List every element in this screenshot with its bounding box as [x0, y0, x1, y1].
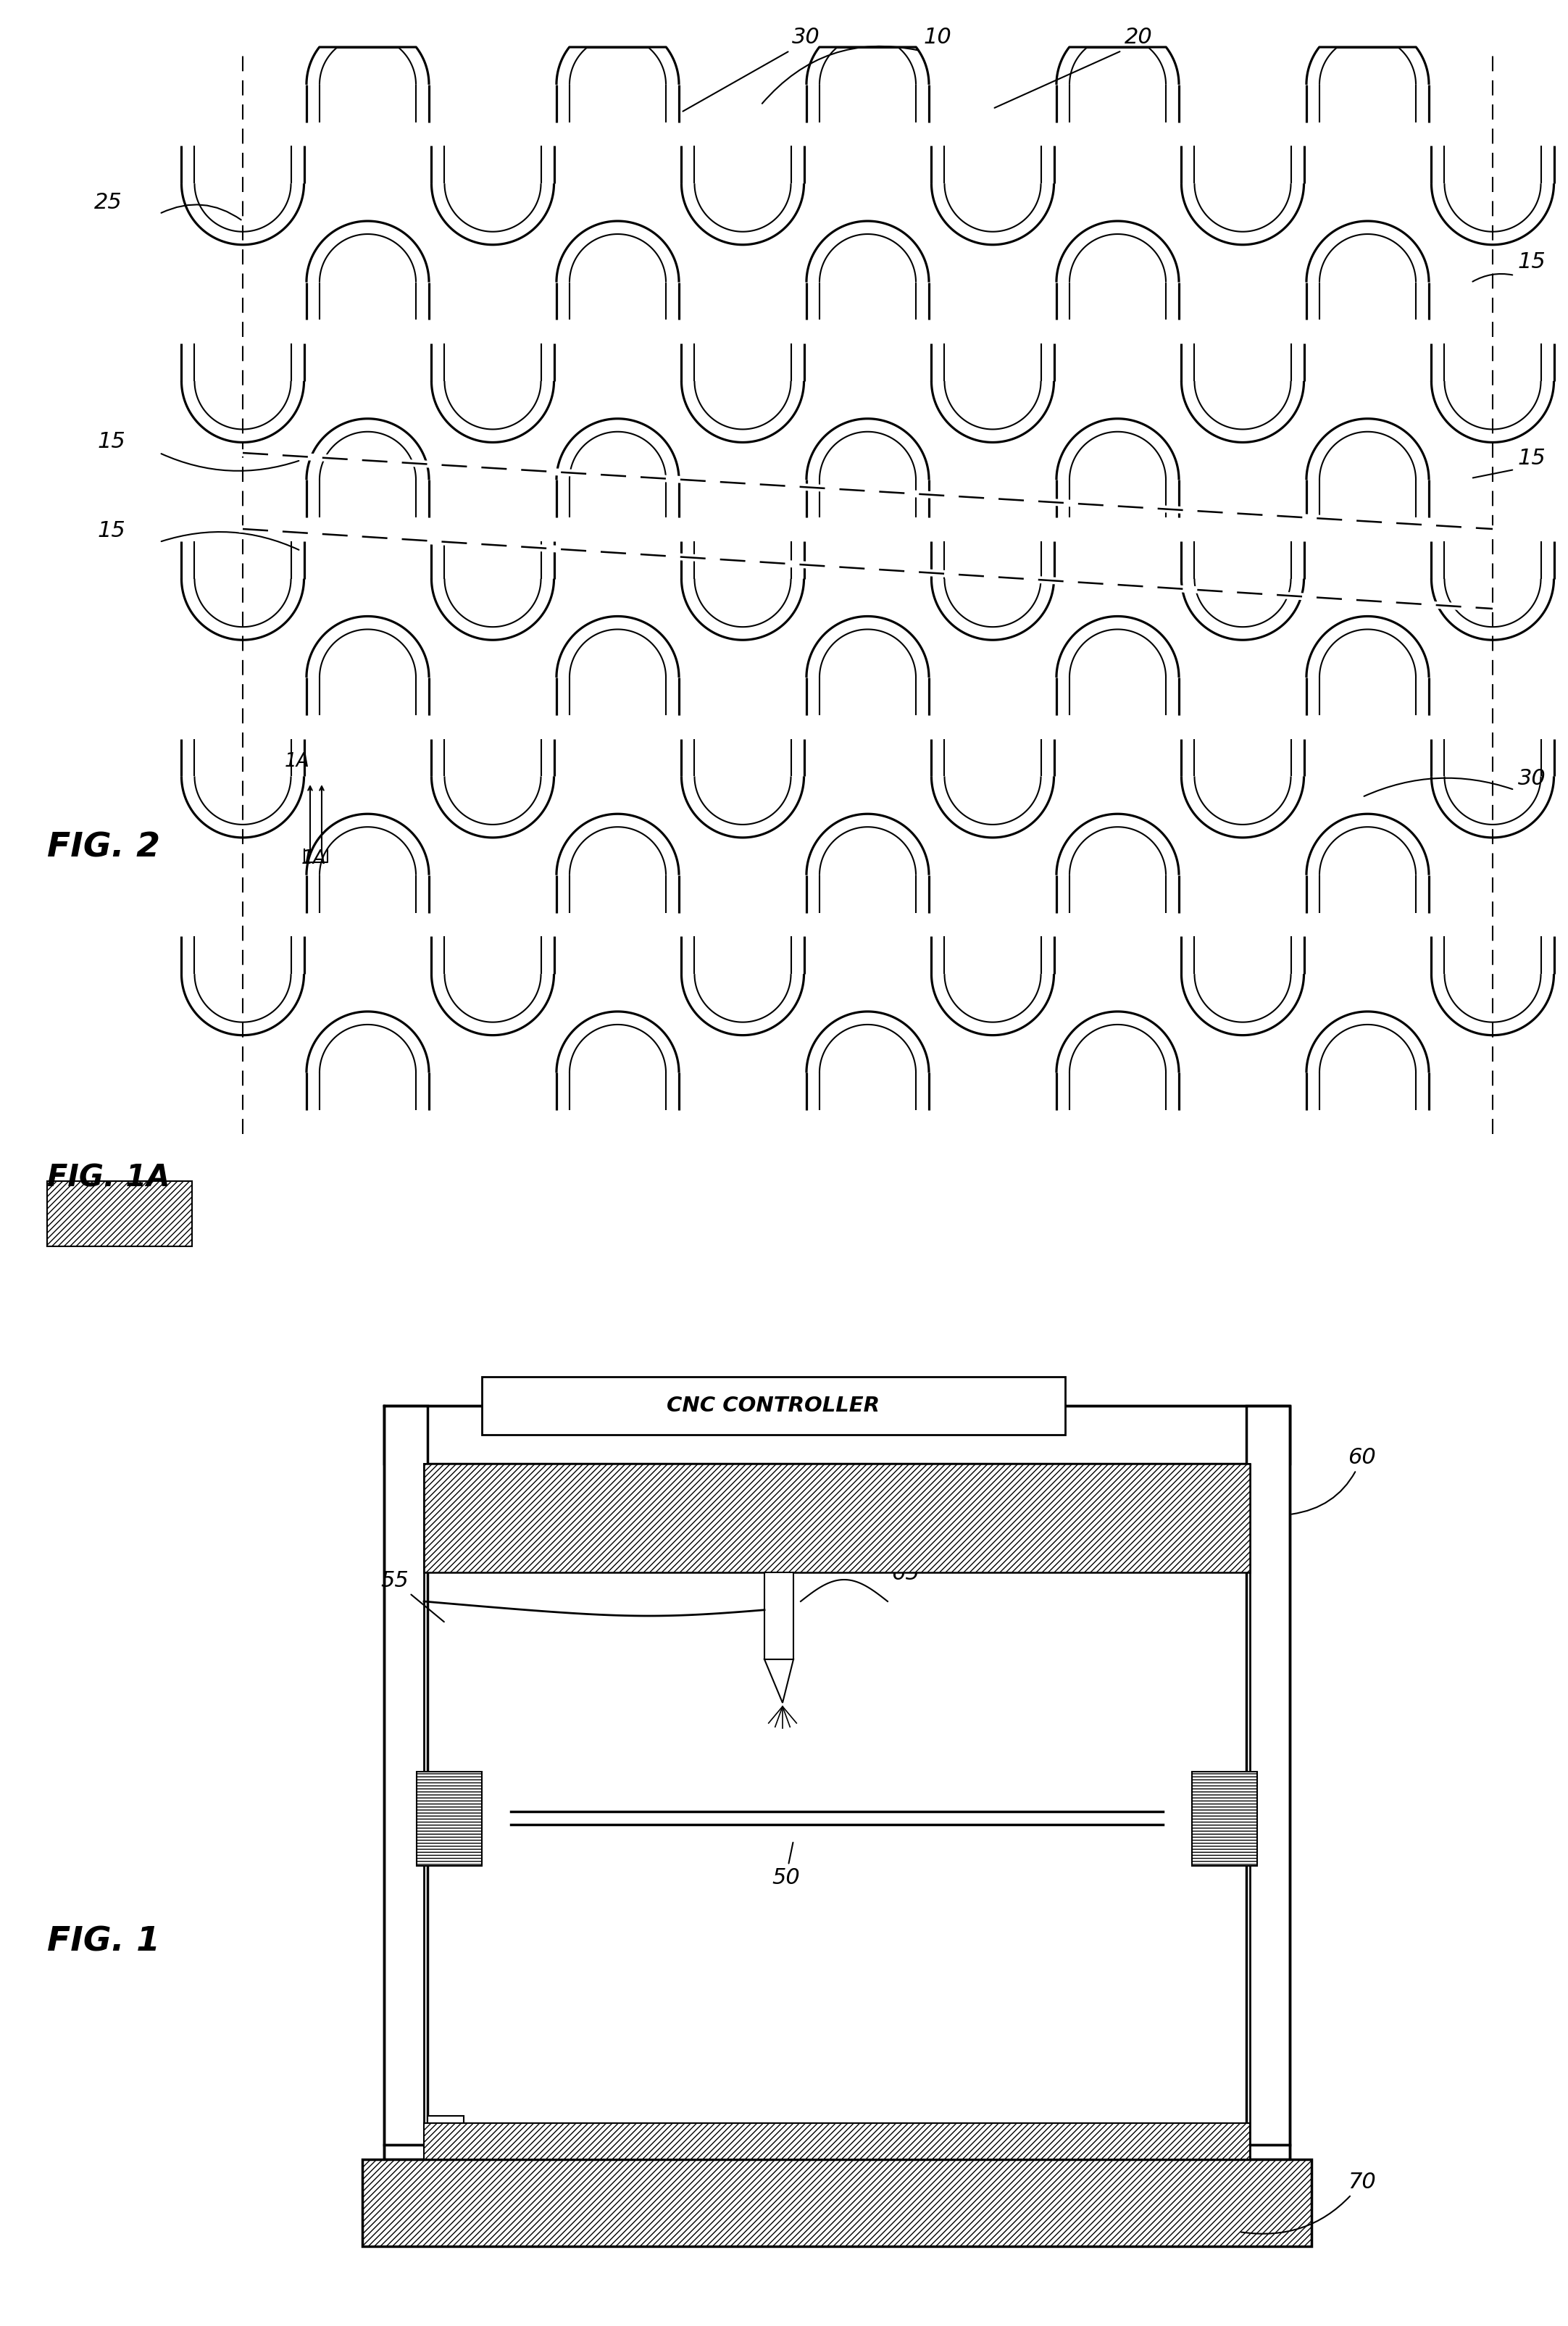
- Bar: [1247, 1405, 1290, 2145]
- Text: 20: 20: [1124, 28, 1152, 49]
- Bar: [428, 2117, 464, 2159]
- Text: 15: 15: [1518, 449, 1546, 470]
- Bar: [765, 1572, 793, 1658]
- Bar: [384, 1405, 1290, 1463]
- Text: 60: 60: [1292, 1447, 1375, 1514]
- Bar: [481, 1377, 1065, 1435]
- Bar: [1192, 1772, 1258, 1865]
- Text: FIG. 1A: FIG. 1A: [47, 1163, 169, 1193]
- Bar: [423, 1463, 1250, 1572]
- Text: 10: 10: [924, 28, 952, 49]
- Text: 50: 50: [771, 1842, 800, 1889]
- Text: 15: 15: [1518, 251, 1546, 272]
- Text: 65: 65: [891, 1563, 919, 1584]
- Polygon shape: [765, 1658, 793, 1703]
- Text: 1A: 1A: [285, 751, 310, 770]
- Text: 1A: 1A: [301, 849, 326, 868]
- Bar: [384, 2145, 1290, 2217]
- Text: 25: 25: [94, 193, 122, 214]
- Text: FIG. 1: FIG. 1: [47, 1926, 160, 1958]
- Text: 55: 55: [381, 1570, 444, 1621]
- Text: 15: 15: [97, 521, 125, 542]
- Bar: [47, 1182, 191, 1247]
- Text: 30: 30: [792, 28, 820, 49]
- Text: 70: 70: [1240, 2172, 1375, 2233]
- Bar: [423, 2124, 1250, 2159]
- Text: 15: 15: [97, 430, 125, 451]
- Text: CNC CONTROLLER: CNC CONTROLLER: [666, 1396, 880, 1417]
- Text: FIG. 2: FIG. 2: [47, 830, 160, 863]
- Bar: [384, 1405, 428, 2145]
- Bar: [362, 2159, 1311, 2247]
- Bar: [417, 1772, 481, 1865]
- Text: 30: 30: [1518, 768, 1546, 789]
